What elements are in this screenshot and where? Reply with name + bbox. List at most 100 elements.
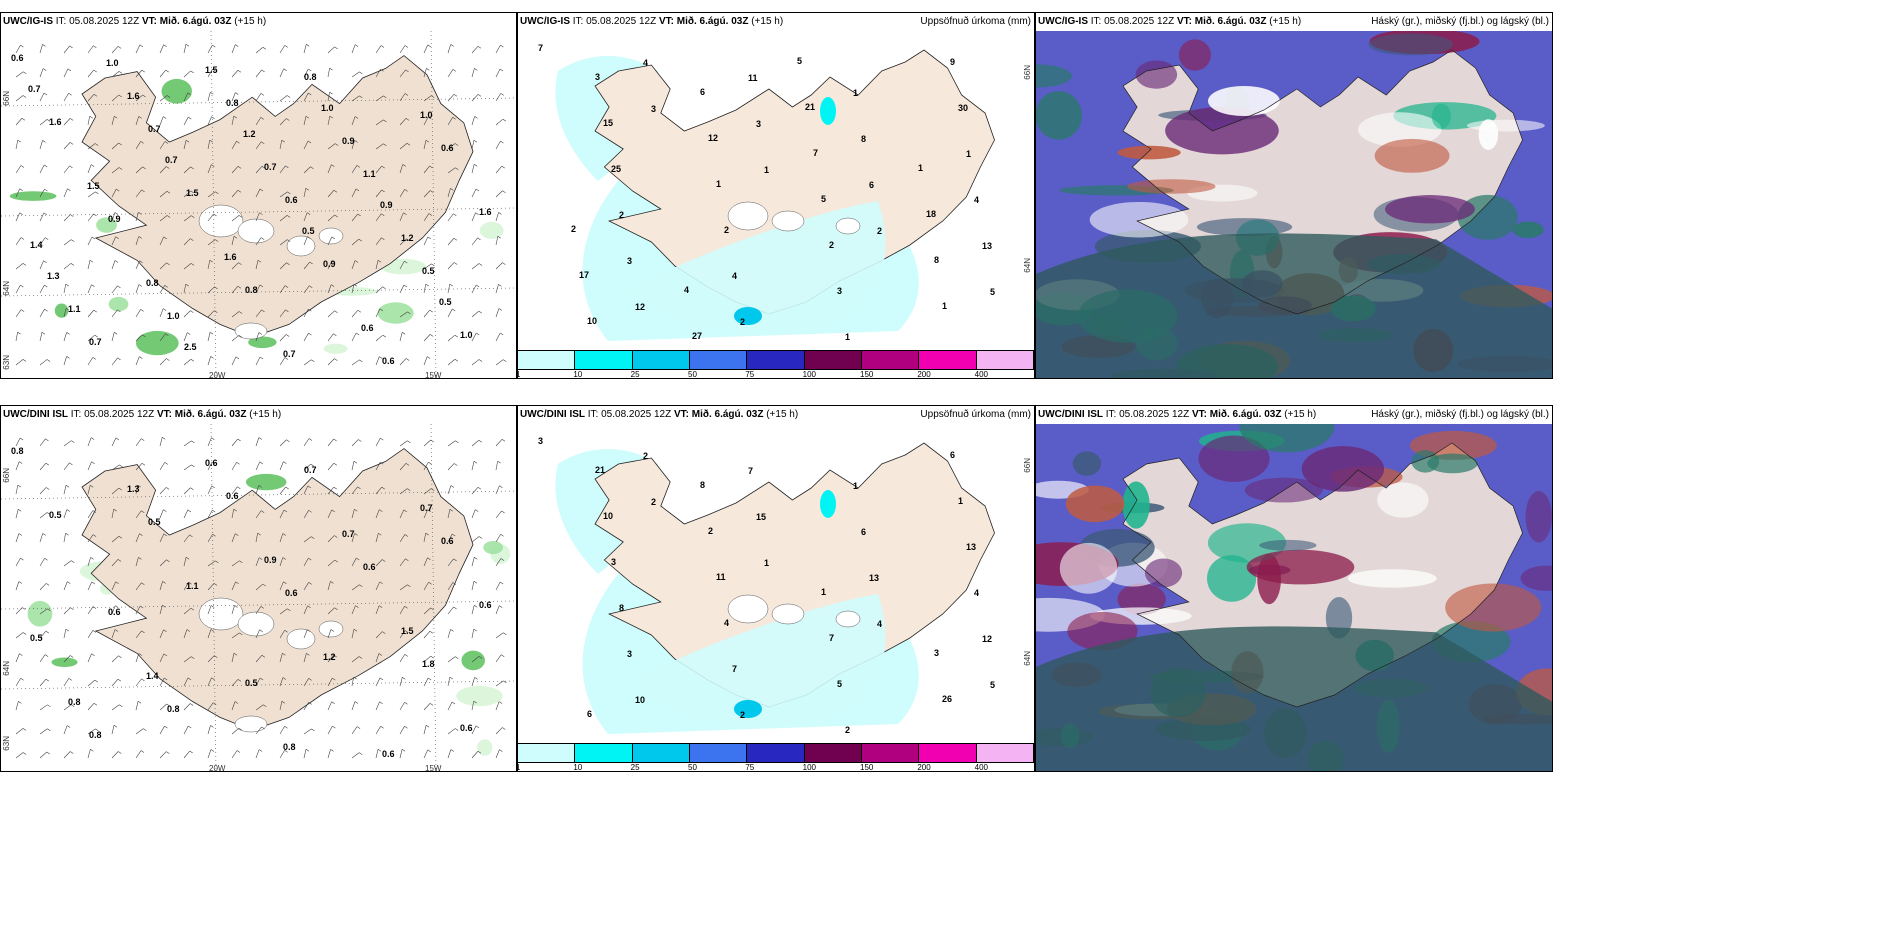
precip-value-label: 4 (974, 588, 979, 598)
panel-title: UWC/DINI ISL IT: 05.08.2025 12Z VT: Mið.… (3, 409, 282, 420)
precip-value-label: 7 (813, 148, 818, 158)
wind-value-label: 0.8 (146, 278, 159, 288)
wind-value-label: 1.5 (87, 181, 100, 191)
lat-label: 64N (1023, 651, 1032, 666)
colorbar-swatch (632, 351, 690, 369)
lon-label: 20W (209, 371, 226, 379)
colorbar-tick-label: 75 (745, 370, 755, 379)
wind-value-label: 1.2 (243, 129, 256, 139)
precip-value-label: 6 (587, 709, 592, 719)
wind-value-label: 0.6 (479, 600, 492, 610)
precip-value-label: 1 (845, 332, 850, 342)
precip-value-label: 11 (716, 572, 726, 582)
colorbar-swatch (804, 744, 862, 762)
precip-value-label: 1 (958, 496, 963, 506)
wind-value-label: 0.7 (165, 155, 178, 165)
wind-value-label: 0.5 (439, 297, 452, 307)
lon-label: 15W (425, 371, 442, 379)
colorbar-swatch (575, 744, 633, 762)
wind-value-label: 0.7 (420, 503, 433, 513)
precip-value-label: 3 (651, 104, 656, 114)
wind-value-label: 1.0 (321, 103, 334, 113)
precip-value-label: 1 (716, 179, 721, 189)
cloud-map (1036, 31, 1552, 378)
wind-panel-bottom: UWC/DINI ISL IT: 05.08.2025 12Z VT: Mið.… (0, 405, 517, 772)
precip-value-label: 11 (748, 73, 758, 83)
precip-value-label: 2 (643, 451, 648, 461)
colorbar-tick-label: 50 (688, 370, 697, 379)
precip-value-label: 3 (538, 436, 543, 446)
wind-map: 0.8 0.5 0.6 1.8 0.8 0.6 0.6 0.5 0.8 0.7 0.6 0.6 0.5 0… (1, 424, 516, 771)
wind-value-label: 0.9 (108, 214, 121, 224)
colorbar-swatch (861, 744, 920, 762)
colorbar-swatch (689, 744, 748, 762)
precip-value-label: 21 (595, 465, 605, 475)
precip-panel-top: UWC/IG-IS IT: 05.08.2025 12Z VT: Mið. 6.… (517, 12, 1035, 379)
precip-value-label: 30 (958, 103, 968, 113)
precip-value-label: 1 (764, 558, 769, 568)
precip-panel-bottom: UWC/DINI ISL IT: 05.08.2025 12Z VT: Mið.… (517, 405, 1035, 772)
panel-title: UWC/DINI ISL IT: 05.08.2025 12Z VT: Mið.… (520, 409, 799, 420)
wind-value-label: 1.5 (401, 626, 414, 636)
cloud-map (1036, 424, 1552, 771)
colorbar-tick-label: 25 (630, 370, 640, 379)
wind-value-label: 1.3 (47, 271, 60, 281)
wind-value-label: 1.2 (401, 233, 414, 243)
wind-value-label: 0.7 (283, 349, 296, 359)
panel-subtitle: Uppsöfnuð úrkoma (mm) (920, 409, 1031, 420)
precip-value-label: 3 (934, 648, 939, 658)
precip-value-label: 6 (700, 87, 705, 97)
lat-label: 63N (2, 355, 11, 370)
panel-title: UWC/DINI ISL IT: 05.08.2025 12Z VT: Mið.… (1038, 409, 1317, 420)
wind-value-label: 0.6 (11, 53, 24, 63)
wind-value-label: 0.5 (245, 678, 258, 688)
wind-value-label: 1.0 (420, 110, 433, 120)
colorbar-swatch (919, 351, 977, 369)
precip-value-label: 27 (692, 331, 702, 341)
wind-value-label: 0.8 (283, 742, 296, 752)
precip-value-label: 2 (877, 226, 882, 236)
precip-value-label: 10 (635, 695, 645, 705)
wind-value-label: 0.5 (49, 510, 62, 520)
precip-value-label: 2 (619, 210, 624, 220)
wind-value-label: 0.8 (11, 446, 24, 456)
precip-value-label: 12 (635, 302, 645, 312)
wind-value-label: 1.5 (186, 188, 199, 198)
colorbar-tick-label: 100 (802, 370, 817, 379)
panel-title: UWC/IG-IS IT: 05.08.2025 12Z VT: Mið. 6.… (3, 16, 267, 27)
wind-value-label: 1.3 (127, 484, 140, 494)
wind-value-label: 0.6 (441, 143, 454, 153)
precip-value-label: 10 (603, 511, 613, 521)
iceland-landmass (81, 55, 474, 338)
colorbar-tick-label: 400 (974, 763, 989, 772)
precip-value-label: 8 (934, 255, 939, 265)
precip-value-label: 1 (821, 587, 826, 597)
wind-value-label: 0.9 (380, 200, 393, 210)
precip-value-label: 7 (732, 664, 737, 674)
wind-panel-top: UWC/IG-IS IT: 05.08.2025 12Z VT: Mið. 6.… (0, 12, 517, 379)
precip-value-label: 3 (627, 649, 632, 659)
wind-value-label: 0.7 (28, 84, 41, 94)
precip-value-label: 4 (684, 285, 689, 295)
colorbar-swatch (632, 744, 690, 762)
wind-value-label: 1.0 (167, 311, 180, 321)
precip-value-label: 7 (538, 43, 543, 53)
precip-map: 7312543613121184321124130252391512131258… (538, 43, 995, 342)
panel-title: UWC/IG-IS IT: 05.08.2025 12Z VT: Mið. 6.… (520, 16, 784, 27)
colorbar-swatch (689, 351, 748, 369)
precip-value-label: 13 (982, 241, 992, 251)
wind-value-label: 1.4 (146, 671, 159, 681)
wind-value-label: 0.8 (68, 697, 81, 707)
wind-value-label: 0.9 (323, 259, 336, 269)
precip-colorbar: 1 10 25 50 75 100 150 200 400 (518, 743, 1034, 771)
colorbar-tick-label: 10 (573, 370, 583, 379)
colorbar-swatch (518, 744, 576, 762)
lon-label: 20W (209, 764, 226, 772)
wind-value-label: 0.8 (89, 730, 102, 740)
precip-value-label: 2 (829, 240, 834, 250)
colorbar-tick-label: 75 (745, 763, 755, 772)
precip-value-label: 5 (990, 287, 995, 297)
precip-value-label: 5 (797, 56, 802, 66)
colorbar-tick-label: 50 (688, 763, 697, 772)
panel-subtitle: Uppsöfnuð úrkoma (mm) (920, 16, 1031, 27)
